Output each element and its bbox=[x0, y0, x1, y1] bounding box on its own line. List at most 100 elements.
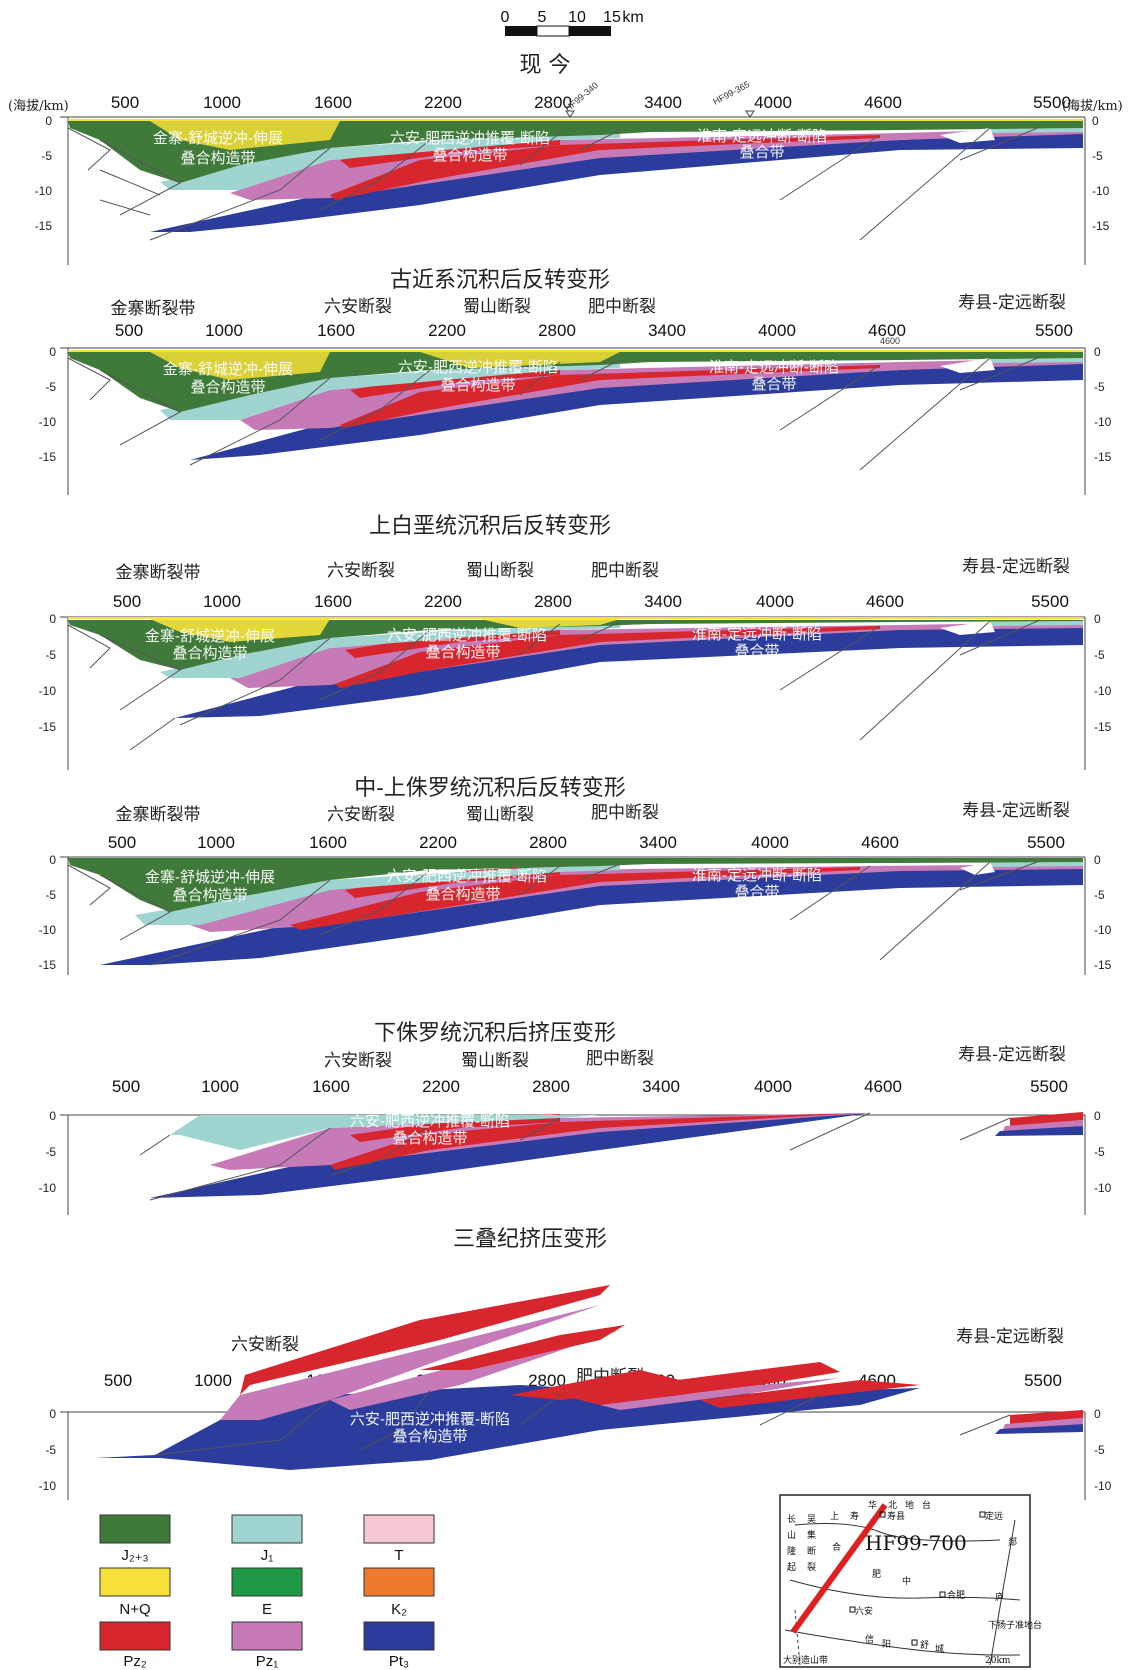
stratum-k2 bbox=[68, 617, 1083, 619]
x-tick: 4600 bbox=[864, 1077, 902, 1096]
z-tick: 0 bbox=[1094, 612, 1101, 626]
z-tick: 0 bbox=[49, 1109, 56, 1123]
z-ticks-left: 0 -5 -10 bbox=[39, 1109, 57, 1195]
fault-label: 肥中断裂 bbox=[591, 561, 659, 581]
map-label: 信 bbox=[865, 1633, 874, 1645]
z-tick: -10 bbox=[39, 923, 57, 937]
x-tick-labels: 500 1000 1600 2200 2800 3400 4000 4600 5… bbox=[112, 1077, 1068, 1096]
z-tick: 0 bbox=[1094, 853, 1101, 867]
z-tick: -15 bbox=[1094, 720, 1112, 734]
x-tick: 2800 bbox=[538, 321, 576, 340]
z-tick: -10 bbox=[1094, 415, 1112, 429]
inset-map: HF99-700 华 北 地 台 寿县 定远 长 山 隆 起 吴 集 断 裂 上… bbox=[779, 1494, 1042, 1668]
zone-label: 叠合构造带 bbox=[425, 643, 500, 661]
map-label: 寿 bbox=[850, 1510, 859, 1522]
z-tick: -5 bbox=[1094, 1443, 1105, 1457]
map-label: 台 bbox=[922, 1499, 931, 1511]
z-tick: 0 bbox=[1092, 114, 1099, 128]
panel-triassic: 三叠纪挤压变形 六安断裂 肥中断裂 寿县-定远断裂 500 1000 1600 … bbox=[39, 1227, 1112, 1500]
z-tick: -5 bbox=[1094, 1145, 1105, 1159]
map-label: 吴 bbox=[807, 1514, 816, 1525]
x-tick: 500 bbox=[112, 1077, 140, 1096]
stratum-j1 bbox=[990, 861, 1083, 867]
fault-label: 六安断裂 bbox=[327, 805, 395, 825]
z-ticks-right: 0 -5 -10 -15 bbox=[1094, 345, 1112, 464]
map-label: 舒 bbox=[920, 1639, 929, 1651]
fault-label: 金寨断裂带 bbox=[116, 805, 201, 825]
map-label: 山 bbox=[787, 1530, 796, 1541]
x-tick: 2800 bbox=[532, 1077, 570, 1096]
stratum-pt3 bbox=[190, 362, 1083, 460]
map-label: 隆 bbox=[787, 1545, 796, 1557]
x-tick: 1600 bbox=[314, 93, 352, 112]
strata bbox=[95, 1285, 1083, 1470]
x-tick: 500 bbox=[108, 833, 136, 852]
stratum-nq bbox=[150, 121, 340, 150]
zone-label: 叠合带 bbox=[751, 375, 796, 393]
stratum-pz2 bbox=[510, 1370, 700, 1400]
zone-label: 六安-肥西逆冲推覆-断陷 bbox=[387, 626, 547, 644]
left-axis-unit: (海拔/km) bbox=[8, 99, 69, 114]
map-label: 合 bbox=[832, 1541, 841, 1553]
zone-labels: 六安-肥西逆冲推覆-断陷 叠合构造带 bbox=[350, 1112, 510, 1147]
map-label: 断 bbox=[807, 1545, 816, 1557]
map-label: 郯 bbox=[1008, 1536, 1017, 1548]
legend-label: Pz₂ bbox=[123, 1653, 147, 1670]
stratum-nq bbox=[68, 119, 1083, 121]
stratum-j23 bbox=[68, 858, 1083, 912]
fault-label: 六安断裂 bbox=[231, 1335, 299, 1355]
fault-label: 寿县-定远断裂 bbox=[962, 801, 1070, 821]
fault-label: 寿县-定远断裂 bbox=[956, 1327, 1064, 1347]
stratum-e bbox=[150, 352, 330, 380]
x-tick: 1600 bbox=[312, 1077, 350, 1096]
x-tick: 2800 bbox=[528, 1371, 566, 1390]
z-tick: 0 bbox=[1094, 1109, 1101, 1123]
stratum-j23 bbox=[68, 620, 1083, 670]
scale-tick-0: 0 bbox=[501, 9, 510, 26]
stratum-k2 bbox=[150, 619, 330, 642]
z-tick: -10 bbox=[1094, 1479, 1112, 1493]
legend-label: T bbox=[394, 1547, 403, 1564]
zone-label: 淮南-定远冲断-断陷 bbox=[697, 127, 827, 145]
fault-label: 肥中断裂 bbox=[586, 1049, 654, 1069]
zone-label: 叠合构造带 bbox=[172, 644, 247, 662]
fault-label: 金寨断裂带 bbox=[111, 299, 196, 319]
legend: J₂₊₃ J₁ T N+Q E K₂ Pz₂ Pz₁ Pt₃ bbox=[99, 1514, 435, 1670]
legend-swatch-nq bbox=[99, 1567, 171, 1597]
z-tick: -5 bbox=[41, 149, 52, 163]
z-tick: -15 bbox=[35, 219, 53, 233]
z-tick: -15 bbox=[1094, 450, 1112, 464]
stratum-pz1 bbox=[1003, 1120, 1083, 1131]
stratum-pt3 bbox=[995, 1424, 1083, 1434]
stratum-pz2 bbox=[240, 1285, 610, 1395]
panel-present: 现 今 (海拔/km) (海拔/km) 500 1000 1600 2200 2… bbox=[8, 53, 1123, 265]
x-tick: 4000 bbox=[751, 833, 789, 852]
x-tick-labels: 500 1000 1600 2200 2800 3400 4000 4600 5… bbox=[115, 321, 1073, 346]
z-tick: 0 bbox=[1094, 345, 1101, 359]
z-tick: -10 bbox=[35, 184, 53, 198]
z-tick: -10 bbox=[39, 415, 57, 429]
x-tick-labels: 500 1000 1600 2200 2800 3400 4000 4600 5… bbox=[108, 833, 1065, 852]
x-tick: 5500 bbox=[1027, 833, 1065, 852]
z-tick: 0 bbox=[49, 853, 56, 867]
map-label: 寿县 bbox=[887, 1510, 905, 1522]
z-ticks-right: 0 -5 -10 -15 bbox=[1094, 853, 1112, 972]
zone-label: 叠合带 bbox=[734, 642, 779, 660]
stratum-j1 bbox=[170, 1115, 600, 1150]
zone-label: 叠合带 bbox=[734, 883, 779, 901]
fault-label: 六安断裂 bbox=[324, 297, 392, 317]
map-label: 地 bbox=[905, 1499, 914, 1511]
legend-swatch-j1 bbox=[231, 1514, 303, 1544]
x-tick: 4000 bbox=[758, 321, 796, 340]
panel-title: 三叠纪挤压变形 bbox=[453, 1227, 607, 1252]
z-ticks-left: 0 -5 -10 -15 bbox=[35, 114, 53, 233]
stratum-pz1 bbox=[1003, 1418, 1083, 1429]
fault-label: 肥中断裂 bbox=[588, 297, 656, 317]
x-tick: 4600 bbox=[866, 592, 904, 611]
scale-tick-15: 15 bbox=[603, 9, 621, 26]
x-tick: 2200 bbox=[422, 1077, 460, 1096]
fault-name-labels: 金寨断裂带 六安断裂 蜀山断裂 肥中断裂 寿县-定远断裂 bbox=[116, 557, 1070, 583]
x-tick: 4000 bbox=[756, 592, 794, 611]
z-ticks-left: 0 -5 -10 -15 bbox=[39, 612, 57, 734]
zone-label: 淮南-定远冲断-断陷 bbox=[709, 358, 839, 376]
